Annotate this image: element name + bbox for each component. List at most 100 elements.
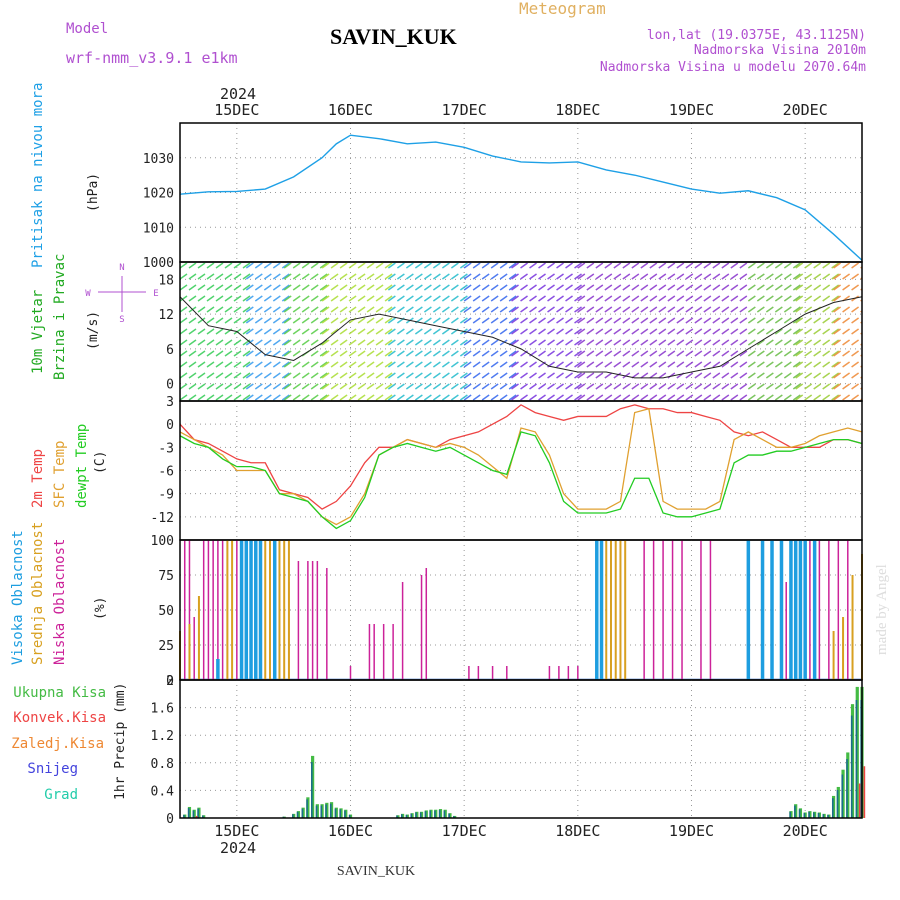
compass-w: W — [85, 289, 91, 299]
wind-barb — [747, 350, 756, 357]
wind-barb — [765, 317, 774, 324]
wind-barb — [804, 295, 813, 302]
wind-barb — [348, 372, 357, 379]
wind-barb — [547, 339, 555, 346]
wind-barb — [272, 350, 281, 357]
wind-barb — [822, 372, 831, 379]
wind-barb — [396, 262, 405, 269]
y-tick-label: -3 — [158, 441, 174, 456]
wind-barb — [574, 361, 582, 368]
wind-barb — [833, 284, 842, 291]
wind-barb — [481, 317, 490, 324]
wind-barb — [547, 306, 555, 313]
wind-barb — [357, 383, 366, 390]
wind-barb — [499, 394, 508, 401]
wind-barb — [795, 328, 804, 335]
wind-barb — [586, 284, 595, 291]
wind-barb — [508, 262, 517, 269]
wind-barb — [414, 361, 423, 368]
wind-barb — [622, 394, 631, 401]
wind-barb — [396, 372, 405, 379]
wind-barb — [565, 262, 573, 269]
wind-barb — [730, 262, 739, 269]
wind-barb — [224, 350, 233, 357]
wind-barb — [180, 372, 188, 379]
y-tick-label: 0 — [166, 378, 174, 393]
wind-barb — [795, 339, 804, 346]
wind-barb — [595, 361, 604, 368]
wind-barb — [414, 273, 423, 280]
wind-barb — [649, 350, 658, 357]
wind-barb — [547, 350, 555, 357]
wind-barb — [721, 306, 730, 313]
wind-barb — [604, 262, 613, 269]
wind-barb — [321, 262, 330, 269]
wind-barb — [254, 273, 263, 280]
wind-barb — [676, 262, 685, 269]
wind-barb — [586, 361, 595, 368]
wind-barb — [396, 328, 405, 335]
wind-barb — [813, 262, 822, 269]
wind-barb — [245, 306, 254, 313]
wind-barb — [330, 284, 339, 291]
model-elevation: Nadmorska Visina u modelu 2070.64m — [600, 60, 866, 75]
wind-barb — [765, 383, 774, 390]
wind-barb — [792, 317, 801, 324]
wind-barb — [459, 284, 468, 291]
wind-barb — [490, 394, 499, 401]
wind-barb — [366, 295, 375, 302]
precip-legend-label: Grad — [44, 787, 78, 803]
wind-barb — [783, 361, 792, 368]
snow-bar — [329, 803, 332, 818]
wind-barb — [613, 273, 622, 280]
wind-barb — [366, 273, 375, 280]
wind-barb — [813, 273, 822, 280]
wind-barb — [538, 383, 546, 390]
wind-barb — [574, 372, 582, 379]
wind-barb — [206, 350, 215, 357]
wind-barb — [649, 317, 658, 324]
wind-barb — [405, 339, 414, 346]
wind-barb — [547, 317, 555, 324]
y-tick-label: 1030 — [143, 152, 174, 167]
wind-barb — [441, 306, 450, 313]
wind-barb — [180, 350, 188, 357]
wind-barb — [804, 339, 813, 346]
wind-barb — [283, 317, 292, 324]
wind-barb — [529, 317, 537, 324]
wind-barb — [804, 284, 813, 291]
snow-bar — [296, 811, 299, 818]
station-elevation: Nadmorska Visina 2010m — [694, 43, 866, 58]
wind-barb — [822, 350, 831, 357]
wind-barb — [765, 350, 774, 357]
wind-barb — [556, 328, 564, 335]
wind-barb — [254, 372, 263, 379]
wind-barb — [459, 295, 468, 302]
wind-barb — [520, 284, 528, 291]
wind-barb — [254, 339, 263, 346]
wind-barb — [180, 383, 188, 390]
snow-bar — [202, 815, 204, 818]
y-tick-label: 12 — [158, 308, 174, 323]
snow-bar — [855, 700, 858, 818]
wind-barb — [795, 350, 804, 357]
wind-barb — [414, 284, 423, 291]
wind-barb — [281, 350, 290, 357]
wind-barb — [292, 317, 301, 324]
wind-barb — [520, 273, 528, 280]
wind-barb — [511, 383, 519, 390]
wind-barb — [319, 284, 328, 291]
wind-barb — [414, 339, 423, 346]
wind-barb — [499, 339, 508, 346]
wind-barb — [747, 394, 756, 401]
snow-bar — [443, 810, 446, 818]
wind-barb — [739, 284, 748, 291]
bottom-day-label: 18DEC — [555, 822, 600, 840]
wind-barb — [813, 394, 822, 401]
wind-barb — [188, 383, 197, 390]
wind-barb — [272, 306, 281, 313]
wind-barb — [188, 361, 197, 368]
wind-barb — [613, 284, 622, 291]
wind-barb — [822, 394, 831, 401]
wind-barb — [414, 372, 423, 379]
